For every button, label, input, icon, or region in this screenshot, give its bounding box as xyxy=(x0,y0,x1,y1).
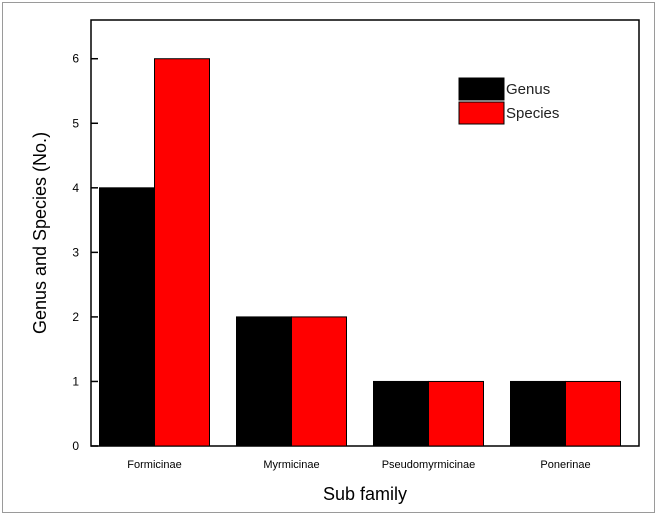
legend-label-species: Species xyxy=(506,105,559,122)
bar-genus-ponerinae xyxy=(510,380,566,447)
plot-area xyxy=(90,19,640,447)
legend-label-genus: Genus xyxy=(506,81,550,98)
y-tick-label: 6 xyxy=(72,52,79,66)
x-tick-label: Ponerinae xyxy=(540,459,590,471)
bar-genus-formicinae xyxy=(99,187,155,447)
y-tick-label: 4 xyxy=(72,181,79,195)
x-axis: Formicinae Myrmicinae Pseudomyrmicinae Pone… xyxy=(127,439,591,471)
legend: Genus Species xyxy=(458,77,559,125)
bar-species-pseudomyrmicinae xyxy=(428,380,484,447)
y-axis-title: Genus and Species (No.) xyxy=(30,132,50,334)
bar-species-myrmicinae xyxy=(291,316,347,447)
y-tick-label: 0 xyxy=(72,439,79,453)
y-tick-label: 5 xyxy=(72,116,79,130)
x-tick-label: Pseudomyrmicinae xyxy=(382,459,476,471)
bar-genus-myrmicinae xyxy=(236,316,292,447)
x-tick-label: Myrmicinae xyxy=(263,459,319,471)
bars xyxy=(99,58,621,447)
legend-swatch-genus xyxy=(458,77,505,101)
bar-species-formicinae xyxy=(154,58,210,447)
y-axis: 0 1 2 3 4 5 6 xyxy=(72,52,98,453)
y-tick-label: 1 xyxy=(72,374,79,388)
bar-genus-pseudomyrmicinae xyxy=(373,380,429,447)
legend-swatch-species xyxy=(458,101,505,125)
x-axis-title: Sub family xyxy=(323,484,407,504)
x-tick-label: Formicinae xyxy=(127,459,181,471)
y-tick-label: 3 xyxy=(72,245,79,259)
bar-species-ponerinae xyxy=(565,380,621,447)
y-tick-label: 2 xyxy=(72,310,79,324)
